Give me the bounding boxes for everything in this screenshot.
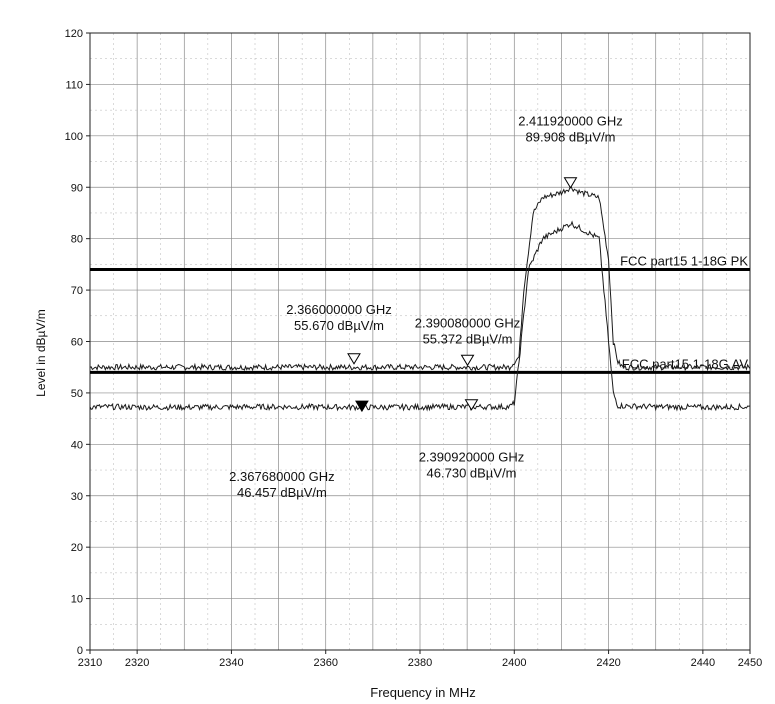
x-tick-label: 2360: [313, 657, 337, 669]
marker-frequency-label: 2.411920000 GHz: [518, 114, 623, 129]
y-tick-label: 90: [71, 182, 83, 194]
marker-triangle: [563, 177, 578, 189]
x-tick-label: 2400: [502, 657, 526, 669]
y-tick-label: 30: [71, 491, 83, 503]
marker-triangle: [460, 354, 475, 367]
limit-label: FCC part15 1-18G PK: [620, 254, 748, 269]
x-tick-label: 2380: [408, 657, 432, 669]
y-tick-label: 120: [65, 28, 83, 40]
marker-level-label: 55.372 dBµV/m: [423, 331, 513, 346]
marker-triangle: [464, 399, 479, 411]
x-tick-label: 2450: [738, 657, 762, 669]
y-tick-label: 40: [71, 439, 83, 451]
x-tick-label: 2310: [78, 657, 102, 669]
marker-triangle: [355, 400, 369, 413]
marker-level-label: 46.730 dBµV/m: [427, 466, 517, 481]
marker-frequency-label: 2.390080000 GHz: [415, 315, 521, 330]
y-tick-label: 20: [71, 542, 83, 554]
y-tick-label: 70: [71, 285, 83, 297]
y-tick-label: 60: [71, 337, 83, 349]
x-tick-label: 2420: [596, 657, 620, 669]
marker-level-label: 55.670 dBµV/m: [294, 318, 384, 333]
marker-frequency-label: 2.367680000 GHz: [229, 469, 335, 484]
series-group: [89, 184, 751, 412]
marker-frequency-label: 2.366000000 GHz: [286, 302, 392, 317]
x-axis-label: Frequency in MHz: [370, 685, 475, 700]
limit-lines: FCC part15 1-18G PK FCC part15 1-18G AV: [90, 254, 750, 374]
series-average-trace: [89, 220, 751, 412]
x-axis-ticks: 2310 2320 2340 2360 2380 2400 2420 2440 2450: [78, 650, 762, 669]
marker-triangle: [347, 353, 361, 365]
y-tick-label: 110: [65, 79, 83, 91]
x-tick-label: 2320: [125, 657, 149, 669]
marker-frequency-label: 2.390920000 GHz: [419, 450, 525, 465]
series-peak-trace: [89, 184, 751, 372]
y-tick-label: 50: [71, 388, 83, 400]
y-tick-label: 100: [65, 131, 83, 143]
y-tick-label: 0: [77, 645, 83, 657]
x-tick-label: 2340: [219, 657, 243, 669]
limit-label: FCC part15 1-18G AV: [622, 356, 749, 371]
y-axis-ticks: 0 10 20 30 40 50 60 70 80 90 100 110 120: [65, 28, 90, 657]
marker-level-label: 46.457 dBµV/m: [237, 485, 327, 500]
marker-group: [347, 177, 578, 413]
y-tick-label: 80: [71, 234, 83, 246]
y-axis-label: Level in dBµV/m: [34, 309, 48, 397]
x-tick-label: 2440: [691, 657, 715, 669]
marker-level-label: 89.908 dBµV/m: [526, 130, 616, 145]
y-tick-label: 10: [71, 594, 83, 606]
